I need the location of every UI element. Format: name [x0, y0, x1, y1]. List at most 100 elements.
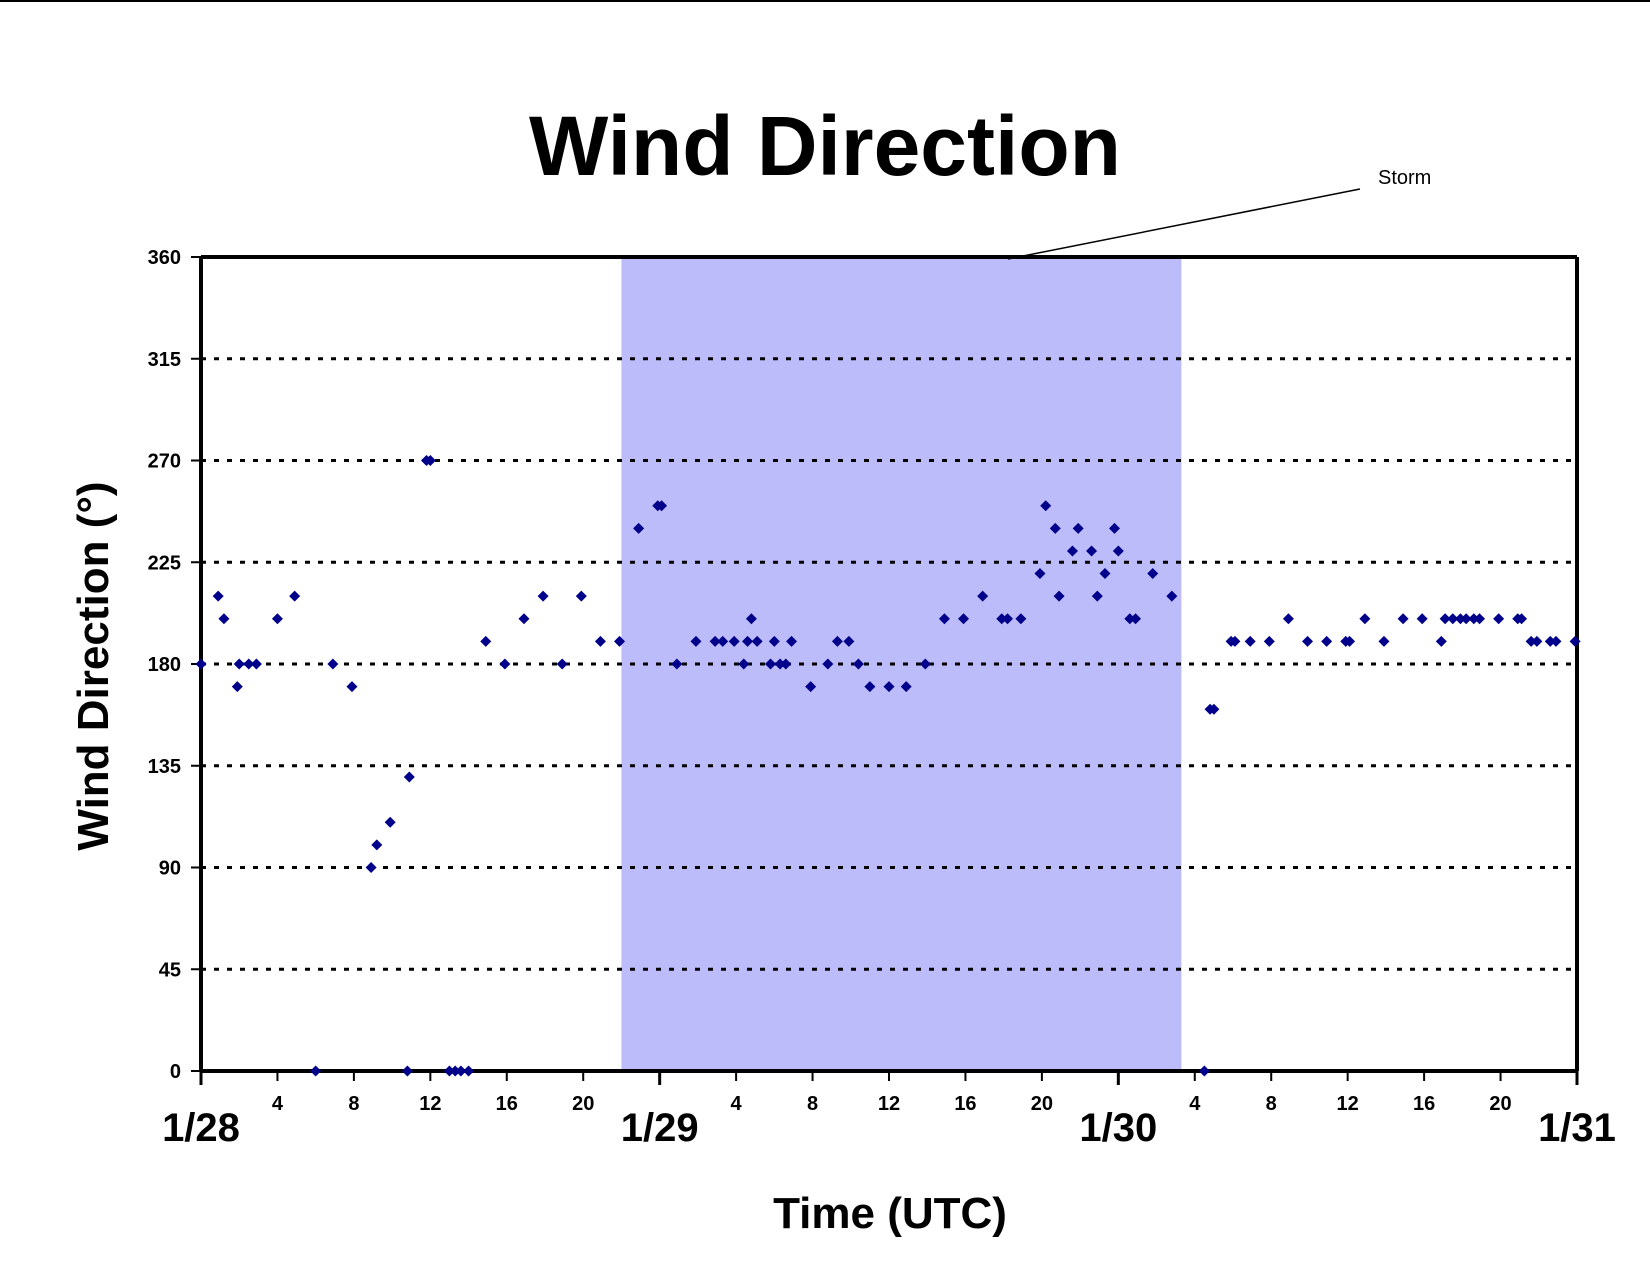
- x-axis-title: Time (UTC): [773, 1189, 1007, 1238]
- x-tick-label-2: 12: [419, 1093, 441, 1115]
- data-point: [996, 613, 1008, 625]
- data-point: [1099, 568, 1111, 580]
- y-tick-label-315: 315: [148, 349, 181, 371]
- data-point: [212, 590, 224, 602]
- data-point: [738, 658, 750, 670]
- data-point: [1049, 522, 1061, 534]
- x-tick-label-6: 8: [807, 1093, 818, 1115]
- data-point: [805, 681, 817, 693]
- data-point: [384, 816, 396, 828]
- data-point: [843, 635, 855, 647]
- data-point: [1378, 635, 1390, 647]
- data-point: [1015, 613, 1027, 625]
- data-point: [371, 839, 383, 851]
- data-point: [403, 771, 415, 783]
- y-tick-label-45: 45: [159, 959, 181, 981]
- data-point: [1525, 635, 1537, 647]
- y-tick-label-135: 135: [148, 756, 181, 778]
- data-point: [1359, 613, 1371, 625]
- x-tick-label-5: 4: [731, 1093, 743, 1115]
- x-tick-label-0: 4: [272, 1093, 284, 1115]
- data-point: [1040, 500, 1052, 512]
- data-point: [365, 862, 377, 873]
- data-point: [556, 658, 568, 670]
- data-point: [327, 658, 339, 670]
- data-point: [1229, 635, 1241, 647]
- data-point: [1397, 613, 1409, 625]
- top-border-line: [0, 0, 1650, 2]
- x-tick-label-14: 20: [1489, 1093, 1511, 1115]
- data-point: [690, 635, 702, 647]
- data-point: [518, 613, 530, 625]
- data-point: [1544, 635, 1556, 647]
- data-point: [1550, 635, 1562, 647]
- data-point: [1302, 635, 1314, 647]
- data-point: [900, 681, 912, 693]
- data-point: [1072, 522, 1084, 534]
- data-point: [1416, 613, 1428, 625]
- x-tick-label-10: 4: [1189, 1093, 1201, 1115]
- data-point: [938, 613, 950, 625]
- data-point: [1321, 635, 1333, 647]
- x-tick-label-11: 8: [1266, 1093, 1277, 1115]
- y-tick-label-225: 225: [148, 552, 181, 574]
- data-point: [919, 658, 931, 670]
- data-point: [751, 635, 763, 647]
- data-point: [449, 1065, 461, 1077]
- data-point: [443, 1065, 455, 1077]
- data-point: [1454, 613, 1466, 625]
- day-label-0: 1/28: [162, 1106, 240, 1150]
- data-point: [1053, 590, 1065, 602]
- data-point: [594, 635, 606, 647]
- data-point: [780, 658, 792, 670]
- data-point: [243, 658, 255, 670]
- data-point: [958, 613, 970, 625]
- storm-leader-line: [1007, 188, 1361, 260]
- data-point: [852, 658, 864, 670]
- data-point: [1066, 545, 1078, 557]
- data-point: [671, 658, 683, 670]
- data-point: [1244, 635, 1256, 647]
- x-tick-label-9: 20: [1031, 1093, 1053, 1115]
- data-point: [1112, 545, 1124, 557]
- data-point: [717, 635, 729, 647]
- data-point: [250, 658, 262, 670]
- data-point: [271, 613, 283, 625]
- data-point: [1435, 635, 1447, 647]
- data-point: [883, 681, 895, 693]
- data-point: [633, 522, 645, 534]
- data-point: [455, 1065, 467, 1077]
- data-point: [656, 500, 668, 512]
- data-point: [1460, 613, 1472, 625]
- data-point: [289, 590, 301, 602]
- x-tick-label-1: 8: [348, 1093, 359, 1115]
- data-point: [977, 590, 989, 602]
- data-point: [864, 681, 876, 693]
- data-point: [1124, 613, 1136, 625]
- data-point: [1109, 522, 1121, 534]
- data-point: [1439, 613, 1451, 625]
- data-point: [1208, 703, 1220, 715]
- x-tick-label-8: 16: [954, 1093, 976, 1115]
- data-point: [463, 1065, 475, 1077]
- data-point: [831, 635, 843, 647]
- data-point: [401, 1065, 413, 1077]
- data-point: [1447, 613, 1459, 625]
- data-point: [480, 635, 492, 647]
- y-tick-label-180: 180: [148, 654, 181, 676]
- data-point: [745, 613, 757, 625]
- data-point: [1198, 1065, 1210, 1077]
- day-label-3: 1/31: [1538, 1106, 1616, 1150]
- data-point: [310, 1065, 322, 1077]
- x-tick-label-13: 16: [1413, 1093, 1435, 1115]
- storm-shaded-region: [621, 257, 1182, 1071]
- data-point: [1531, 635, 1543, 647]
- data-point: [614, 635, 626, 647]
- data-point: [218, 613, 230, 625]
- data-point: [1493, 613, 1505, 625]
- x-tick-label-7: 12: [878, 1093, 900, 1115]
- day-label-1: 1/29: [621, 1106, 699, 1150]
- data-point: [1474, 613, 1486, 625]
- data-point: [742, 635, 754, 647]
